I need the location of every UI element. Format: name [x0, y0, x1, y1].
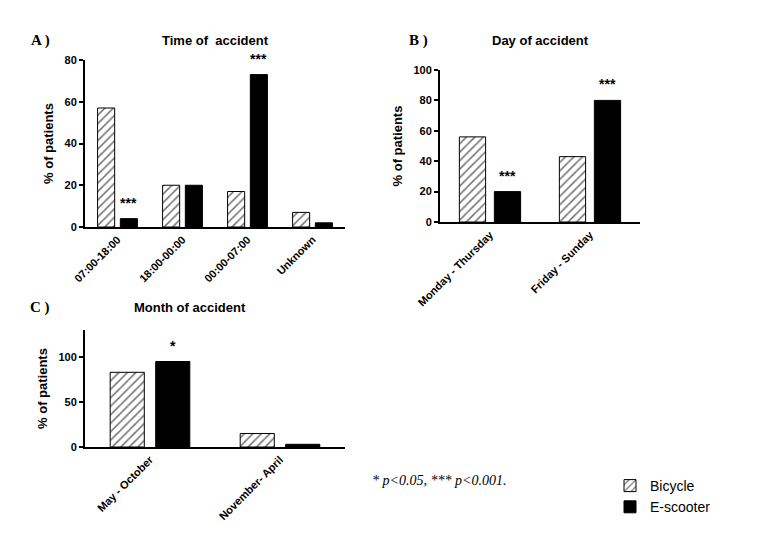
svg-text:18:00-00:00: 18:00-00:00 [137, 234, 188, 285]
svg-text:80: 80 [420, 94, 432, 106]
svg-text:*: * [170, 338, 176, 354]
svg-text:80: 80 [65, 54, 77, 66]
svg-text:20: 20 [420, 185, 432, 197]
svg-text:% of patients: % of patients [41, 103, 56, 184]
svg-text:B ): B ) [409, 32, 428, 49]
svg-text:100: 100 [58, 351, 76, 363]
svg-text:C ): C ) [30, 299, 50, 316]
svg-text:November- April: November- April [217, 454, 286, 523]
svg-text:Monday - Thursday: Monday - Thursday [416, 228, 496, 308]
svg-text:40: 40 [420, 155, 432, 167]
svg-text:Month of accident: Month of accident [134, 300, 246, 315]
svg-text:***: *** [250, 51, 267, 67]
svg-text:60: 60 [65, 96, 77, 108]
svg-text:50: 50 [65, 396, 77, 408]
svg-text:Unknown: Unknown [274, 233, 318, 277]
svg-text:E-scooter: E-scooter [650, 499, 710, 515]
svg-text:00:00-07:00: 00:00-07:00 [202, 234, 253, 285]
svg-text:***: *** [120, 195, 137, 211]
svg-text:A ): A ) [31, 32, 50, 49]
svg-text:0: 0 [71, 221, 77, 233]
svg-text:07:00-18:00: 07:00-18:00 [72, 234, 123, 285]
svg-text:20: 20 [65, 179, 77, 191]
svg-text:May - October: May - October [95, 453, 156, 514]
svg-text:60: 60 [420, 125, 432, 137]
svg-text:***: *** [499, 168, 516, 184]
svg-text:***: *** [599, 76, 616, 92]
svg-text:Bicycle: Bicycle [650, 478, 695, 494]
svg-text:0: 0 [71, 441, 77, 453]
svg-text:Day of accident: Day of accident [492, 33, 589, 48]
svg-text:0: 0 [426, 216, 432, 228]
svg-text:Friday - Sunday: Friday - Sunday [528, 228, 595, 295]
svg-text:100: 100 [413, 64, 431, 76]
svg-text:% of patients: % of patients [390, 106, 405, 187]
svg-text:Time of accident: Time of accident [162, 33, 269, 48]
svg-text:40: 40 [65, 137, 77, 149]
svg-text:% of patients: % of patients [35, 348, 50, 429]
svg-text:* p<0.05, *** p<0.001.: * p<0.05, *** p<0.001. [372, 473, 506, 488]
